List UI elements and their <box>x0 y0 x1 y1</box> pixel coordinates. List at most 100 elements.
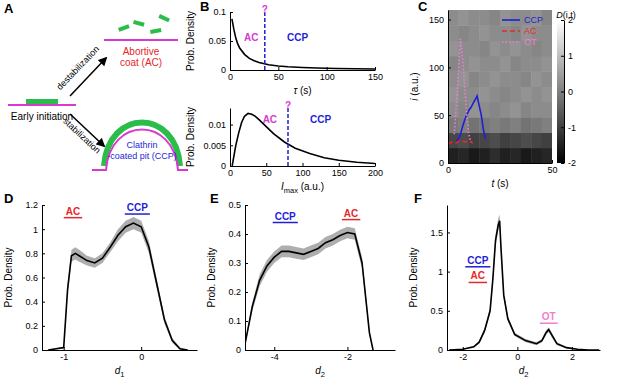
y-axis-title: Prob. Density <box>185 11 196 71</box>
membrane <box>92 130 188 171</box>
tick: 0 <box>139 347 144 362</box>
tick: 150 <box>368 67 383 82</box>
tick-label: 0.005 <box>203 141 226 151</box>
tick-mark <box>245 350 248 351</box>
tick-mark <box>572 347 573 350</box>
label-part: 2 <box>524 370 528 379</box>
heatmap-cell <box>542 41 552 57</box>
heatmap-cell <box>479 148 490 163</box>
tick: 0.2 <box>25 321 45 331</box>
membrane <box>104 39 178 41</box>
tick-label: 150 <box>332 168 347 178</box>
axis-left: 0 0.005 0.01 <box>203 109 233 172</box>
heatmap-cell <box>510 25 521 41</box>
tick-label: 0 <box>228 72 233 82</box>
heatmap-cell <box>500 102 511 118</box>
chart: -2-1012D(i,t)050050100150t (s)i (a.u.)CC… <box>409 0 576 189</box>
tick-label: 0 <box>221 161 226 171</box>
line <box>232 19 375 69</box>
error-band <box>449 214 599 350</box>
heatmap-cell <box>448 10 459 26</box>
tick-mark <box>339 163 340 166</box>
tick: 50 <box>262 163 272 178</box>
tick-label: 1 <box>33 225 38 235</box>
heatmap-cell <box>531 87 542 103</box>
axis-line <box>564 21 565 164</box>
tick-mark <box>64 347 65 350</box>
x-axis-title: t (s) <box>491 178 508 189</box>
heatmap-cell <box>531 117 542 133</box>
tick-mark <box>266 163 267 166</box>
tick-label: 0.2 <box>228 287 241 297</box>
tick: 50 <box>434 111 451 121</box>
tick: -2 <box>344 347 352 362</box>
annotation: AC <box>66 206 80 217</box>
heatmap-cell <box>469 148 480 163</box>
tick: 0.2 <box>228 287 248 297</box>
axis-line <box>231 70 376 71</box>
tick-label: -1 <box>60 352 68 362</box>
annotation: OT <box>542 311 556 322</box>
annotation: AC <box>244 32 258 43</box>
heatmap-cell <box>521 117 532 133</box>
annotation: AC <box>263 114 277 125</box>
tick-label: -2 <box>459 352 467 362</box>
arrow-label: destabilization <box>54 44 101 92</box>
axis-left: 00.10.20.30.40.5 <box>228 200 248 355</box>
annotation: AC <box>471 270 485 281</box>
heatmap-cell <box>542 56 552 72</box>
line <box>454 39 471 142</box>
heatmap-cell <box>542 117 552 133</box>
heatmap-cell <box>479 41 490 57</box>
heatmap-cell <box>521 71 532 87</box>
tick-mark <box>42 253 45 254</box>
tick-mark <box>245 292 248 293</box>
tick: 100 <box>295 163 310 178</box>
label-part: (a.u.) <box>298 181 324 192</box>
tick-label: 1 <box>438 267 443 277</box>
tick-mark <box>561 20 564 21</box>
heatmap-cell <box>542 102 552 118</box>
axis-left: 0 0.5 1 1.5 <box>430 206 450 356</box>
tick-label: 0 <box>33 345 38 355</box>
heatmap-cell <box>469 71 480 87</box>
annotation-underline <box>273 222 298 224</box>
heatmap-cell <box>510 71 521 87</box>
tick: 0.5 <box>430 306 450 316</box>
label-part: (s) <box>297 85 311 96</box>
tick-mark <box>42 205 45 206</box>
tick-mark <box>303 163 304 166</box>
heatmap-cell <box>479 10 490 26</box>
annotation: CCP <box>275 211 296 222</box>
tick: 1.2 <box>25 200 45 210</box>
heatmap-cell <box>458 148 469 163</box>
axis-line <box>246 350 396 351</box>
tick: 0 <box>236 345 248 355</box>
tick-mark <box>447 272 450 273</box>
y-axis-title: Prob. Density <box>408 247 419 307</box>
tick-label: 0 <box>438 345 443 355</box>
heatmap-cell <box>542 87 552 103</box>
axis-bottom: 050100150 <box>228 67 383 82</box>
chart: -1000.20.40.60.811.2d1Prob. DensityDACCC… <box>3 191 198 379</box>
tick: 50 <box>547 160 557 175</box>
tick-mark <box>245 263 248 264</box>
heatmap-cell <box>479 87 490 103</box>
tick: 150 <box>332 163 347 178</box>
tick-label: 100 <box>295 168 310 178</box>
axis-left: 00.20.40.60.811.2 <box>25 200 45 355</box>
panel-label: D <box>4 191 13 206</box>
tick-mark <box>245 234 248 235</box>
heatmap-cell <box>490 25 501 41</box>
tick-mark <box>230 145 233 146</box>
tick-label: 100 <box>320 72 335 82</box>
axis-bottom: -4-2 <box>246 347 396 362</box>
axis-right: -2-1012 <box>561 15 576 168</box>
tick: 1.5 <box>430 228 450 238</box>
tick-label: 0.1 <box>228 316 241 326</box>
plot-area <box>48 217 188 350</box>
tick: 0.01 <box>208 120 233 130</box>
tick-mark <box>552 160 553 163</box>
figure: AEarly initiationdestabilizationstabiliz… <box>0 0 617 386</box>
tick-mark <box>230 41 233 42</box>
